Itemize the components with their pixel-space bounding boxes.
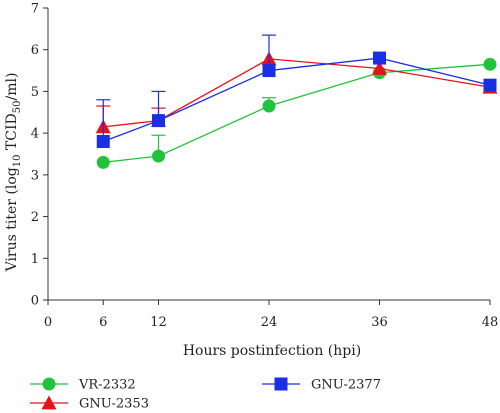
legend-label: VR-2332 bbox=[78, 378, 136, 393]
data-point bbox=[483, 78, 497, 92]
y-tick-label: 0 bbox=[31, 294, 39, 309]
y-tick-label: 4 bbox=[31, 127, 39, 142]
data-point bbox=[96, 134, 110, 148]
data-point bbox=[96, 155, 110, 169]
x-axis-label: Hours postinfection (hpi) bbox=[183, 343, 361, 359]
data-point bbox=[262, 99, 276, 113]
data-point bbox=[152, 114, 165, 128]
legend-item-vr-2332: VR-2332 bbox=[30, 377, 136, 393]
legend-marker bbox=[274, 377, 288, 391]
data-point bbox=[483, 57, 497, 71]
y-tick-label: 7 bbox=[31, 2, 39, 17]
legend-marker bbox=[41, 395, 57, 410]
y-tick-label: 2 bbox=[31, 210, 39, 225]
x-tick-label: 48 bbox=[482, 315, 499, 330]
data-point bbox=[373, 51, 386, 65]
data-point bbox=[262, 64, 276, 78]
x-tick-label: 6 bbox=[99, 315, 107, 330]
series-vr-2332 bbox=[96, 57, 497, 169]
data-point bbox=[152, 149, 165, 163]
x-tick-label: 24 bbox=[261, 315, 278, 330]
legend-marker bbox=[42, 377, 56, 391]
data-point bbox=[372, 60, 387, 75]
y-tick-label: 5 bbox=[31, 85, 39, 100]
series-line bbox=[103, 63, 491, 163]
legend-item-gnu-2353: GNU-2353 bbox=[30, 395, 149, 412]
x-tick-label: 0 bbox=[44, 315, 52, 330]
y-axis-label: Virus titer (log10 TCID50/ml) bbox=[4, 73, 23, 273]
y-tick-label: 3 bbox=[31, 168, 39, 183]
x-tick-label: 36 bbox=[371, 315, 388, 330]
legend: VR-2332 GNU-2353 GNU-2377 bbox=[30, 377, 381, 412]
series-gnu-2377 bbox=[96, 34, 497, 148]
series-line bbox=[103, 57, 491, 143]
y-tick-label: 1 bbox=[31, 252, 39, 267]
x-tick-label: 12 bbox=[150, 315, 167, 330]
series-layer bbox=[95, 34, 498, 169]
legend-label: GNU-2353 bbox=[79, 397, 149, 412]
legend-item-gnu-2377: GNU-2377 bbox=[262, 377, 381, 393]
y-tick-label: 6 bbox=[31, 43, 39, 58]
legend-label: GNU-2377 bbox=[311, 378, 381, 393]
